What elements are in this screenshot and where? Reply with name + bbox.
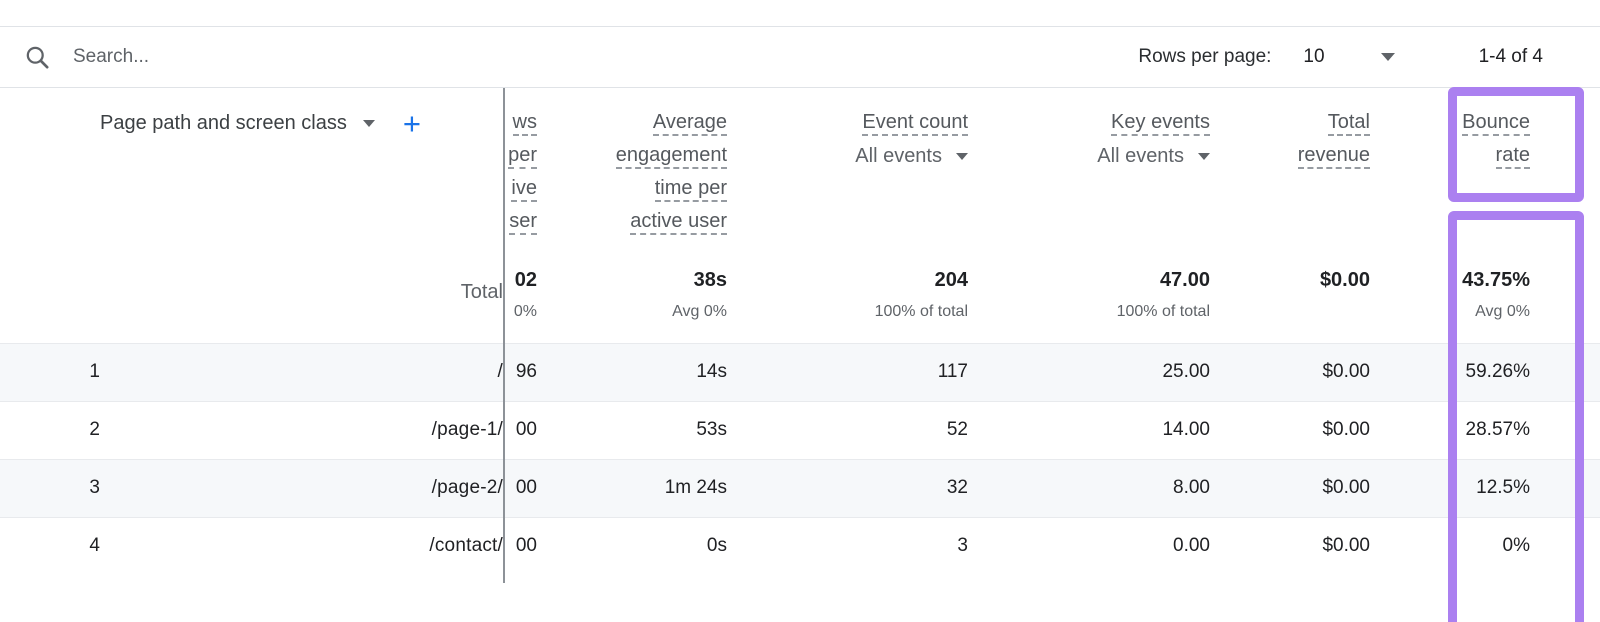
page-path-cell: /page-1/ [100, 400, 503, 459]
total-row: Total 02 0% 38s Avg 0% 204 100% of total… [0, 255, 1600, 343]
page-path-cell: /page-2/ [100, 458, 503, 517]
table-row: 1 / 96 14s 117 25.00 $0.00 59.26% [0, 342, 1600, 401]
table-row: 4 /contact/ 00 0s 3 0.00 $0.00 0% [0, 516, 1600, 575]
bounce-rate-header-highlight [1448, 87, 1584, 202]
header-line: engagement [615, 145, 727, 169]
total-key-events-cell: 47.00 100% of total [1116, 269, 1210, 320]
header-line: ser [509, 211, 537, 235]
dimension-caret-icon[interactable] [362, 120, 375, 127]
key-events-cell: 14.00 [968, 400, 1210, 459]
row-number: 3 [0, 458, 100, 517]
event-count-cell: 32 [727, 458, 968, 517]
event-count-cell: 117 [727, 342, 968, 401]
key-events-cell: 8.00 [968, 458, 1210, 517]
search-icon [26, 46, 49, 69]
rows-per-page-label: Rows per page: [1138, 46, 1272, 67]
pagination-controls: Rows per page: 10 1-4 of 4 [1138, 46, 1600, 68]
rows-per-page-caret-icon[interactable] [1380, 53, 1395, 61]
key-events-filter-caret-icon [1198, 153, 1210, 160]
header-line: ws [512, 112, 537, 136]
views-cell: 96 [503, 342, 537, 401]
dimension-dropdown[interactable]: Page path and screen class [100, 112, 347, 134]
cell-spacer [1530, 458, 1600, 517]
views-cell: 00 [503, 458, 537, 517]
header-line: Total [1327, 112, 1370, 136]
header-line: per [508, 145, 537, 169]
revenue-cell: $0.00 [1210, 342, 1370, 401]
search-input[interactable] [71, 45, 495, 69]
add-dimension-button[interactable]: + [402, 105, 421, 141]
table-body: Total 02 0% 38s Avg 0% 204 100% of total… [0, 255, 1600, 575]
table-header-row: Page path and screen class + ws per ive … [0, 88, 1600, 255]
cell-spacer [1530, 516, 1600, 575]
header-line: rate [1495, 145, 1530, 169]
views-cell: 00 [503, 400, 537, 459]
pagination-range: 1-4 of 4 [1478, 46, 1543, 67]
header-line: Average [652, 112, 727, 136]
column-header-total-revenue[interactable]: Total revenue [1210, 88, 1370, 255]
header-spacer [0, 88, 100, 255]
revenue-cell: $0.00 [1210, 400, 1370, 459]
engagement-cell: 1m 24s [537, 458, 727, 517]
page-path-cell: /contact/ [100, 516, 503, 575]
header-line: active user [630, 211, 727, 235]
row-number: 4 [0, 516, 100, 575]
key-events-cell: 0.00 [968, 516, 1210, 575]
rows-per-page-value[interactable]: 10 [1303, 46, 1325, 67]
column-header-event-count[interactable]: Event count All events [727, 88, 968, 255]
key-events-cell: 25.00 [968, 342, 1210, 401]
header-line: Bounce [1462, 112, 1530, 136]
revenue-cell: $0.00 [1210, 516, 1370, 575]
column-header-key-events[interactable]: Key events All events [968, 88, 1210, 255]
event-count-filter-dropdown[interactable]: All events [727, 145, 968, 168]
row-number: 1 [0, 342, 100, 401]
column-header-views-per-active-user-clipped[interactable]: ws per ive ser [503, 88, 537, 255]
bounce-rate-column-highlight [1448, 211, 1584, 622]
table-toolbar: Rows per page: 10 1-4 of 4 [0, 27, 1600, 88]
top-divider [0, 26, 1600, 27]
event-count-filter-caret-icon [956, 153, 968, 160]
key-events-filter-dropdown[interactable]: All events [968, 145, 1210, 168]
header-line: time per [654, 178, 727, 202]
header-line: Event count [862, 112, 968, 136]
event-count-cell: 52 [727, 400, 968, 459]
views-cell: 00 [503, 516, 537, 575]
cell-spacer [1530, 342, 1600, 401]
total-engagement-cell: 38s Avg 0% [672, 269, 727, 320]
table-row: 2 /page-1/ 00 53s 52 14.00 $0.00 28.57% [0, 400, 1600, 459]
total-label: Total [460, 281, 503, 303]
header-line: ive [511, 178, 537, 202]
column-header-bounce-rate[interactable]: Bounce rate [1370, 88, 1530, 255]
total-bounce-cell: 43.75% Avg 0% [1462, 269, 1530, 320]
event-count-cell: 3 [727, 516, 968, 575]
column-header-page-path: Page path and screen class + [100, 88, 503, 255]
key-events-filter-label: All events [1097, 145, 1184, 167]
cell-spacer [0, 255, 100, 343]
row-number: 2 [0, 400, 100, 459]
page-path-cell: / [100, 342, 503, 401]
header-line: Key events [1111, 112, 1210, 136]
header-line: revenue [1297, 145, 1370, 169]
total-views-cell: 02 0% [513, 269, 537, 320]
engagement-cell: 14s [537, 342, 727, 401]
table-row: 3 /page-2/ 00 1m 24s 32 8.00 $0.00 12.5% [0, 458, 1600, 517]
column-resize-divider[interactable] [503, 88, 505, 583]
revenue-cell: $0.00 [1210, 458, 1370, 517]
column-header-avg-engagement-time[interactable]: Average engagement time per active user [537, 88, 727, 255]
cell-spacer [1530, 400, 1600, 459]
total-event-count-cell: 204 100% of total [874, 269, 968, 320]
data-table: Page path and screen class + ws per ive … [0, 88, 1600, 575]
engagement-cell: 0s [537, 516, 727, 575]
engagement-cell: 53s [537, 400, 727, 459]
event-count-filter-label: All events [855, 145, 942, 167]
total-revenue-cell: $0.00 [1319, 269, 1370, 291]
